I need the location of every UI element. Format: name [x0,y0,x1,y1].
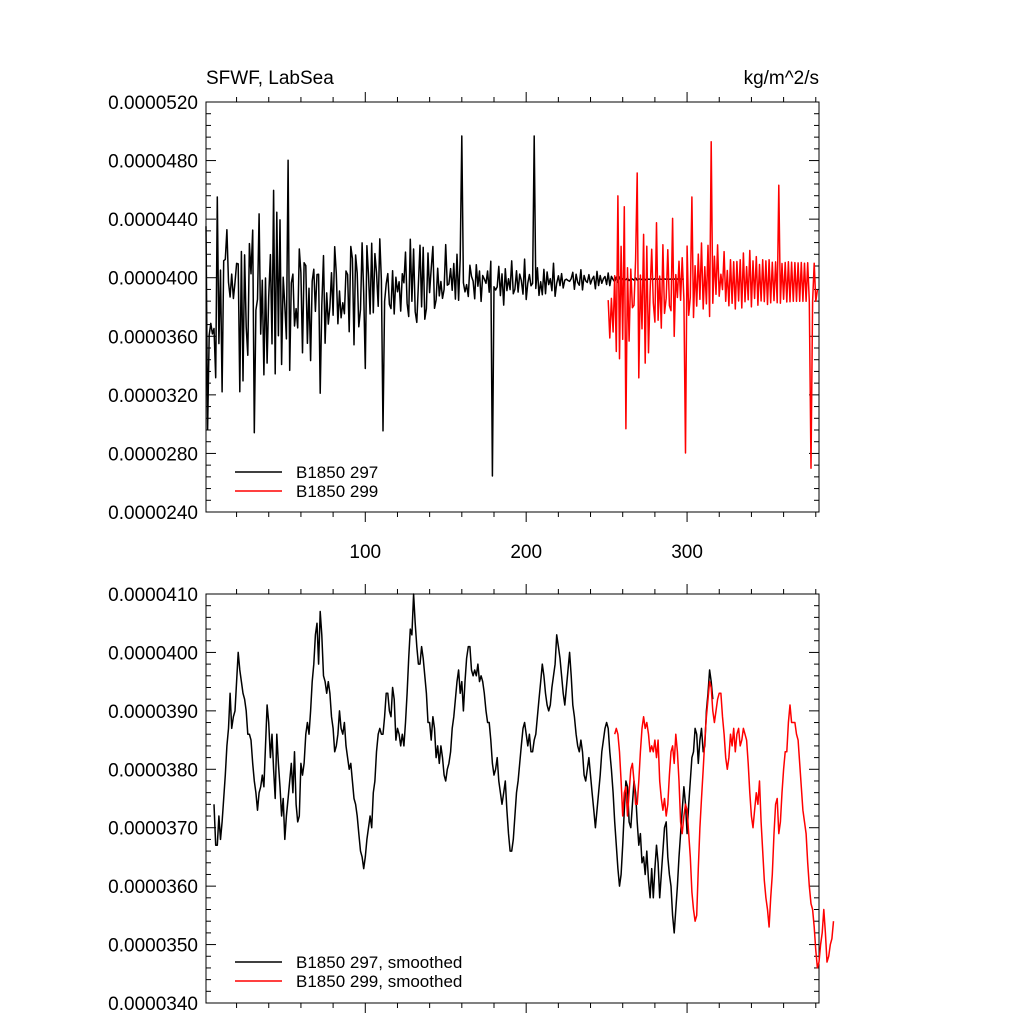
series-line-b1850-297 [205,135,684,477]
y-tick-label: 0.0000350 [108,936,198,957]
legend-label-b1850-299-smoothed: B1850 299, smoothed [296,972,462,991]
y-tick-label: 0.0000360 [108,327,198,348]
y-tick-labels-1: 0.0000340 0.0000350 0.0000360 0.0000370 0.00… [108,585,198,1015]
y-tick-label: 0.0000360 [108,877,198,898]
chart-units: kg/m^2/s [744,68,819,89]
y-tick-label: 0.0000520 [108,93,198,114]
bottom-panel: 0.0000340 0.0000350 0.0000360 0.0000370 0.00… [108,584,835,1015]
axes-1 [205,584,820,1013]
x-tick-label: 100 [349,542,381,563]
series-lines-0 [205,135,819,477]
legend-1: B1850 297, smoothed B1850 299, smoothed [235,953,462,991]
legend-label-b1850-297-smoothed: B1850 297, smoothed [296,953,462,972]
y-tick-label: 0.0000370 [108,819,198,840]
y-tick-label: 0.0000280 [108,444,198,465]
y-tick-label: 0.0000400 [108,643,198,664]
series-lines-1 [213,593,835,969]
y-tick-label: 0.0000400 [108,269,198,290]
chart-title: SFWF, LabSea [206,68,334,89]
legend-label-b1850-297: B1850 297 [296,463,378,482]
series-line-b1850-299 [607,140,819,469]
x-tick-label: 300 [671,542,703,563]
series-line-b1850-299 [613,680,835,969]
y-tick-label: 0.0000240 [108,503,198,524]
y-tick-label: 0.0000380 [108,760,198,781]
y-tick-label: 0.0000410 [108,585,198,606]
y-tick-label: 0.0000340 [108,994,198,1015]
y-tick-labels-0: 0.0000240 0.0000280 0.0000320 0.0000360 0.00… [108,93,198,524]
y-tick-label: 0.0000440 [108,210,198,231]
y-tick-label: 0.0000390 [108,702,198,723]
y-tick-label: 0.0000320 [108,386,198,407]
x-tick-label: 200 [510,542,542,563]
x-tick-labels-0: 100 200 300 [349,542,702,563]
legend-label-b1850-299: B1850 299 [296,482,378,501]
y-tick-label: 0.0000480 [108,152,198,173]
top-panel: SFWF, LabSea kg/m^2/s 0.0000240 0.0000280… [108,68,820,563]
legend-0: B1850 297 B1850 299 [235,463,378,501]
series-line-b1850-297 [213,593,714,934]
plot-frame [205,593,820,1004]
